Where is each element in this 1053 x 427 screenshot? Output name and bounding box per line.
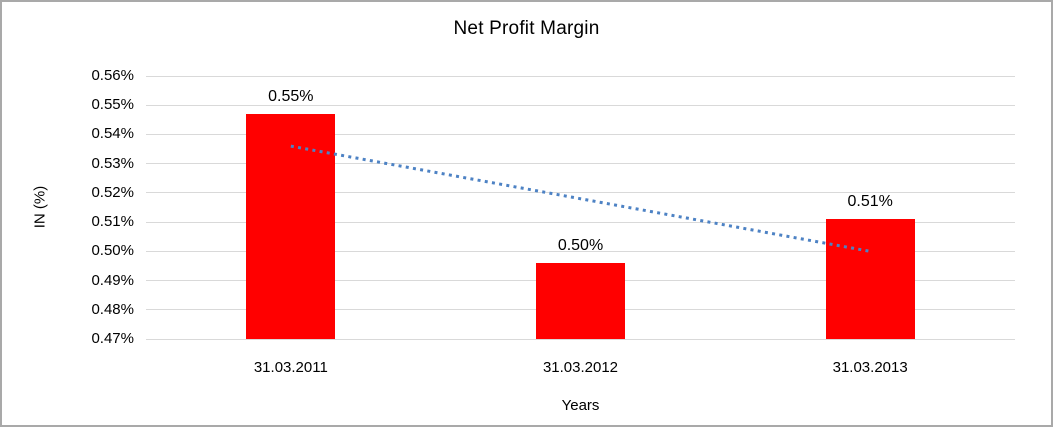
gridline <box>146 104 1015 106</box>
bar <box>536 263 625 339</box>
x-category-label: 31.03.2011 <box>253 359 328 376</box>
y-tick-label: 0.51% <box>91 213 134 231</box>
y-tick-label: 0.53% <box>91 154 134 172</box>
x-axis-title: Years <box>561 397 600 414</box>
gridline <box>146 338 1015 340</box>
y-tick-label: 0.47% <box>91 330 134 347</box>
y-tick-label: 0.52% <box>91 183 134 201</box>
bar <box>825 219 915 339</box>
bar <box>246 113 336 339</box>
y-tick-label: 0.55% <box>91 96 134 114</box>
y-tick-label: 0.56% <box>91 67 134 84</box>
y-tick-label: 0.49% <box>91 271 134 289</box>
x-category-label: 31.03.2012 <box>542 359 619 376</box>
y-tick-label: 0.54% <box>91 125 134 143</box>
bar-value-label: 0.50% <box>557 237 604 255</box>
gridline <box>146 75 1015 77</box>
chart-title: Net Profit Margin <box>453 18 600 39</box>
y-tick-label: 0.48% <box>91 300 134 318</box>
bar-value-label: 0.55% <box>268 87 314 105</box>
bar-value-label: 0.51% <box>847 193 893 211</box>
gridline <box>146 133 1015 135</box>
y-tick-label: 0.50% <box>91 242 134 260</box>
x-category-label: 31.03.2013 <box>832 359 908 376</box>
y-axis-title: IN (%) <box>31 185 49 229</box>
